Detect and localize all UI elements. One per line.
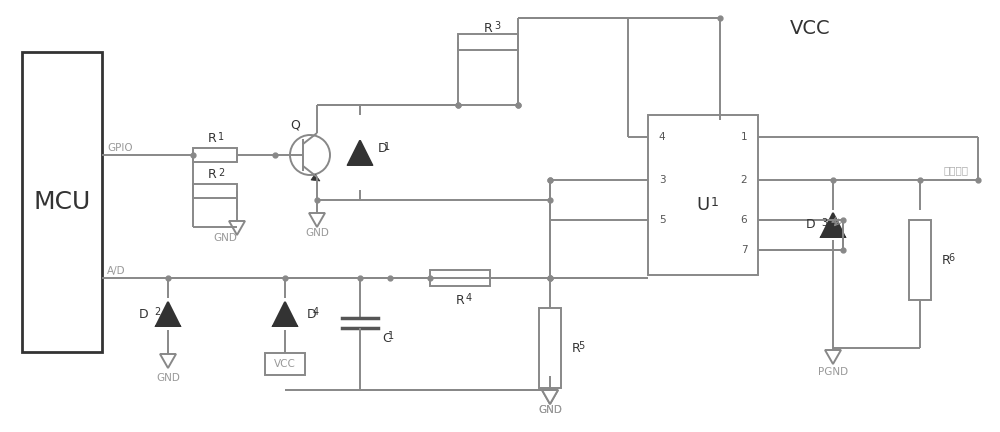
Polygon shape (821, 213, 845, 237)
Text: 4: 4 (659, 132, 665, 142)
Text: R: R (208, 133, 216, 146)
Text: 4: 4 (466, 293, 472, 303)
Text: 5: 5 (578, 341, 584, 351)
Text: 3: 3 (494, 21, 500, 31)
Polygon shape (309, 213, 325, 227)
Text: R: R (572, 342, 581, 355)
Bar (430, 270, 490, 286)
Text: 1: 1 (384, 142, 390, 152)
Bar (22, 52, 102, 352)
Text: R: R (484, 22, 492, 35)
Text: GND: GND (156, 373, 180, 383)
Text: 1: 1 (741, 132, 747, 142)
Text: VCC: VCC (790, 19, 831, 38)
Polygon shape (273, 302, 297, 326)
Text: 3: 3 (659, 175, 665, 185)
Bar (539, 308, 561, 388)
Bar (458, 34, 518, 50)
Text: MCU: MCU (33, 190, 91, 214)
Text: PGND: PGND (818, 367, 848, 377)
Text: 2: 2 (218, 168, 224, 178)
Text: 7: 7 (741, 245, 747, 255)
Text: 1: 1 (711, 197, 719, 210)
Text: GPIO: GPIO (107, 143, 133, 153)
Text: D: D (805, 219, 815, 232)
Polygon shape (542, 390, 558, 404)
Text: R: R (456, 293, 464, 306)
Text: 2: 2 (741, 175, 747, 185)
Bar (193, 148, 237, 162)
Text: A/D: A/D (107, 266, 126, 276)
Text: GND: GND (305, 228, 329, 238)
Text: GND: GND (538, 405, 562, 415)
Text: R: R (208, 168, 216, 181)
Text: D: D (378, 142, 388, 155)
Text: 3: 3 (821, 218, 827, 228)
Text: 2: 2 (154, 307, 160, 317)
Text: 6: 6 (741, 215, 747, 225)
Text: R: R (942, 254, 951, 267)
Text: 电源输出: 电源输出 (943, 165, 968, 175)
Text: 1: 1 (388, 331, 394, 341)
Polygon shape (311, 174, 320, 181)
Polygon shape (825, 350, 841, 364)
Text: 1: 1 (218, 132, 224, 142)
Text: VCC: VCC (274, 359, 296, 369)
Text: 6: 6 (948, 253, 954, 263)
Bar (909, 220, 931, 300)
Text: C: C (382, 331, 391, 344)
Text: 5: 5 (659, 215, 665, 225)
Polygon shape (156, 302, 180, 326)
Text: D: D (138, 308, 148, 321)
Text: D: D (307, 308, 317, 321)
Text: 4: 4 (313, 307, 319, 317)
Text: GND: GND (213, 233, 237, 243)
Bar (265, 353, 305, 375)
Bar (648, 115, 758, 275)
Text: U: U (696, 196, 710, 214)
Polygon shape (542, 390, 558, 404)
Polygon shape (229, 221, 245, 235)
Polygon shape (348, 140, 372, 165)
Text: GND: GND (538, 405, 562, 415)
Text: Q: Q (290, 118, 300, 131)
Polygon shape (160, 354, 176, 368)
Bar (193, 184, 237, 198)
